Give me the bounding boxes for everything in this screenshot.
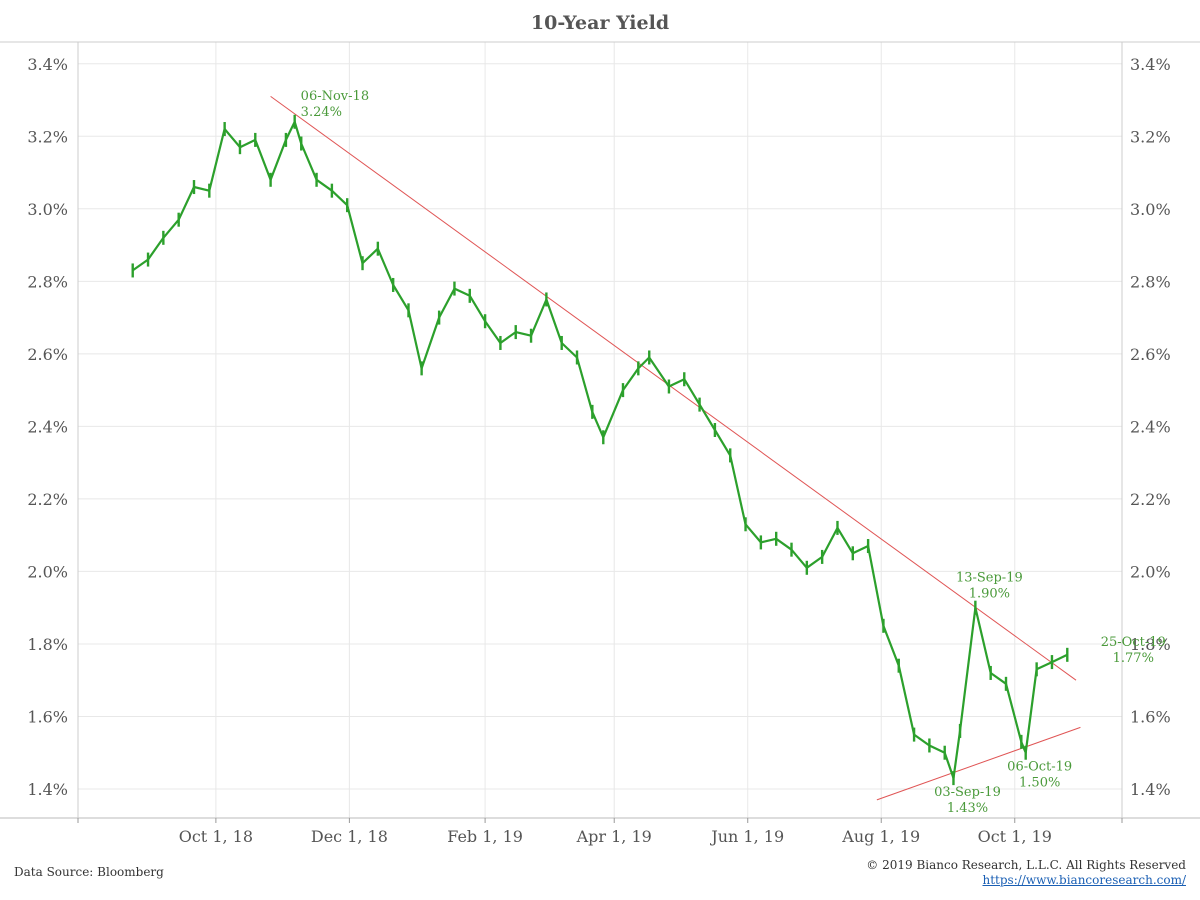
data-source-note: Data Source: Bloomberg [14,865,164,879]
y-tick-label-right: 3.4% [1130,55,1171,74]
x-tick-label: Oct 1, 18 [179,827,253,846]
annotation-date: 03-Sep-19 [934,785,1001,800]
x-tick-label: Dec 1, 18 [311,827,388,846]
y-tick-label-left: 3.4% [27,55,68,74]
y-tick-label-left: 3.0% [27,200,68,219]
annotation-value: 1.50% [1019,776,1060,791]
y-tick-label-left: 2.4% [27,417,68,436]
annotation-value: 1.90% [969,587,1010,602]
yield-series-line [132,120,1068,780]
annotation-date: 06-Oct-19 [1007,760,1072,775]
annotation-value: 3.24% [301,105,342,120]
y-tick-label-right: 3.0% [1130,200,1171,219]
axis-layer: 3.4% 3.4% 3.2% 3.2% 3.0% 3.0% 2.8% 2.8% 2.6% 2.6%… [0,41,1200,846]
chart-title: 10-Year Yield [530,12,670,34]
copyright-text: © 2019 Bianco Research, L.L.C. All Right… [866,858,1186,872]
y-tick-label-right: 1.4% [1130,780,1171,799]
x-tick-label: Aug 1, 19 [841,827,920,846]
footer-credits: © 2019 Bianco Research, L.L.C. All Right… [866,858,1186,888]
annotation-value: 1.77% [1113,651,1154,666]
annotation-date: 13-Sep-19 [956,571,1023,586]
y-tick-label-right: 2.2% [1130,490,1171,509]
y-tick-label-left: 2.0% [27,562,68,581]
y-tick-label-left: 1.8% [27,635,68,654]
trendline [270,95,1077,681]
website-link[interactable]: https://www.biancoresearch.com/ [982,873,1186,887]
annotation-value: 1.43% [947,801,988,816]
y-tick-label-left: 1.6% [27,707,68,726]
y-tick-label-left: 2.2% [27,490,68,509]
y-tick-label-left: 1.4% [27,780,68,799]
series-layer [131,114,1069,786]
y-tick-label-right: 2.8% [1130,272,1171,291]
annotation-date: 25-Oct-19 [1101,635,1166,650]
y-tick-label-right: 1.6% [1130,707,1171,726]
x-tick-label: Jun 1, 19 [709,827,784,846]
y-tick-label-left: 2.6% [27,345,68,364]
x-tick-label: Apr 1, 19 [576,827,652,846]
y-tick-label-right: 2.4% [1130,417,1171,436]
annotation-date: 06-Nov-18 [301,89,369,104]
y-tick-label-right: 3.2% [1130,127,1171,146]
trendline [876,726,1081,801]
x-tick-label: Oct 1, 19 [978,827,1052,846]
trendline-layer [270,95,1081,801]
annotation-layer: 06-Nov-183.24% 13-Sep-191.90% 25-Oct-191.7… [301,89,1166,816]
y-tick-label-right: 1.8% [1130,635,1171,654]
y-tick-label-right: 2.6% [1130,345,1171,364]
grid-layer [78,42,1122,818]
x-tick-label: Feb 1, 19 [447,827,523,846]
y-tick-label-left: 3.2% [27,127,68,146]
y-tick-label-left: 2.8% [27,272,68,291]
y-tick-label-right: 2.0% [1130,562,1171,581]
